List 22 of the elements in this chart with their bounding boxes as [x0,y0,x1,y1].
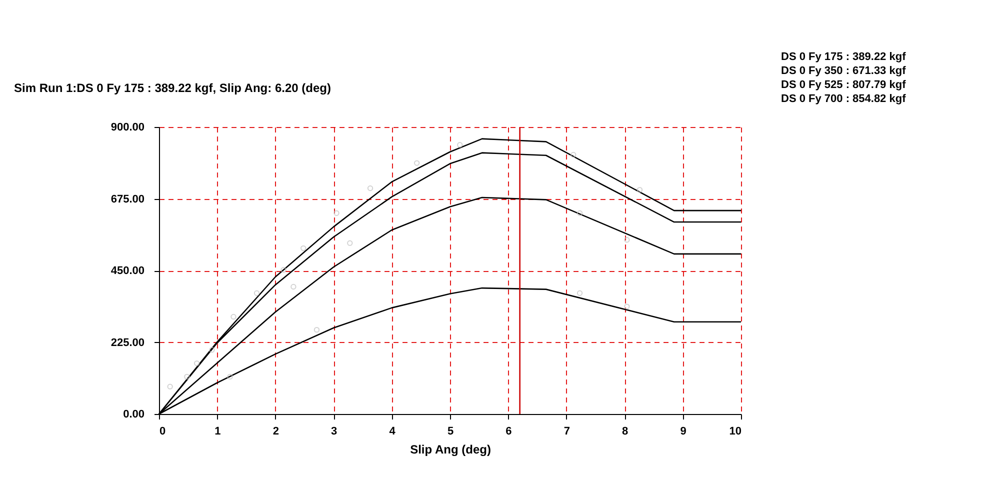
x-tick-label: 6 [506,426,512,438]
x-tick-label: 10 [729,426,742,438]
chart-title: Sim Run 1:DS 0 Fy 175 : 389.22 kgf, Slip Ang: 6.20 (deg) [14,81,331,95]
x-tick-label: 7 [564,426,570,438]
y-tick-label: 675.00 [110,193,144,206]
x-tick-label: 5 [447,426,454,438]
x-tick-label: 8 [622,426,628,438]
x-axis-title: Slip Ang (deg) [410,442,491,456]
x-tick-label: 1 [214,426,221,438]
text: DS 0 Fy 175 : 389.22 kgf [781,51,906,63]
x-tick-label: 3 [331,426,338,438]
text: DS 0 Fy 350 : 671.33 kgf [781,65,906,77]
text: DS 0 Fy 700 : 854.82 kgf [781,93,906,105]
text: DS 0 Fy 525 : 807.79 kgf [781,79,906,91]
x-tick-label: 0 [160,426,166,438]
y-tick-label: 900.00 [110,122,144,134]
x-tick-label: 2 [272,426,279,438]
y-tick-label: 0.00 [123,408,144,420]
x-tick-label: 4 [389,426,396,438]
x-tick-label: 9 [680,426,686,438]
y-tick-label: 450.00 [110,265,144,277]
y-tick-label: 225.00 [110,336,144,349]
